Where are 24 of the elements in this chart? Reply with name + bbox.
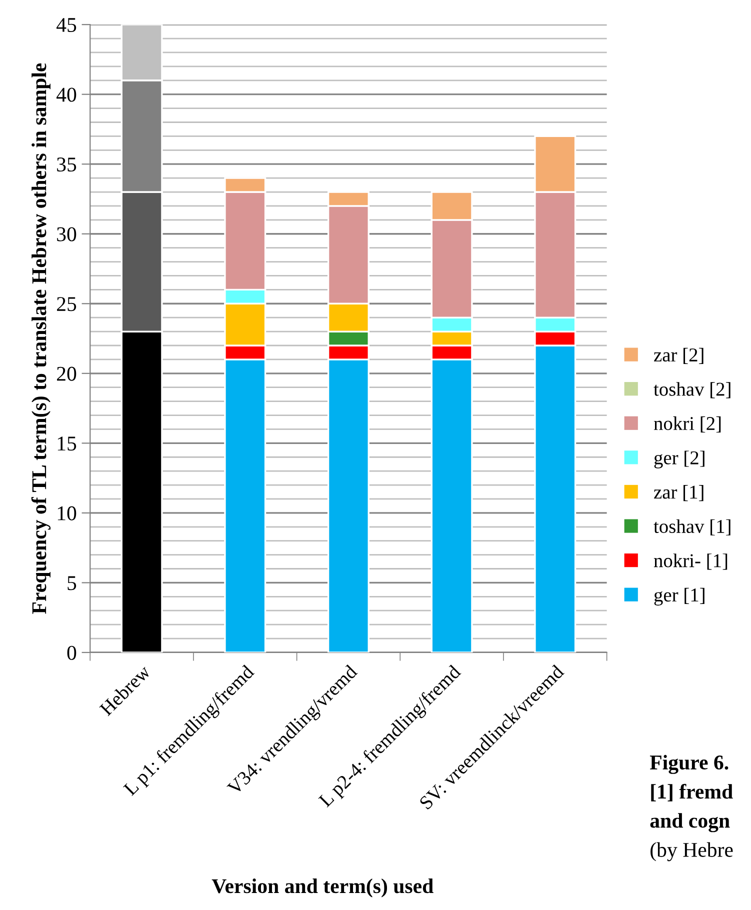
y-tick-label: 20 — [57, 366, 76, 381]
y-tick-label: 10 — [58, 506, 76, 520]
caption: Figure 6. — [650, 754, 728, 774]
legend-label: ger [2] — [654, 450, 704, 468]
legend-label: zar [1] — [654, 485, 704, 502]
y-tick-label: 0 — [67, 646, 76, 660]
y-tick-label: 30 — [57, 227, 76, 242]
legend-label: toshav [1] — [654, 519, 730, 536]
y-tick-label: 5 — [68, 576, 76, 590]
y-tick-label: 25 — [57, 297, 76, 312]
legend-label: zar [2] — [654, 348, 704, 364]
y-axis-title: Frequency of TL term(s) to translate Hebrew others in sample — [31, 63, 51, 614]
y-tick-label: 45 — [56, 18, 76, 32]
text: (by Hebre — [650, 842, 733, 862]
legend-label: nokri- [1] — [654, 554, 728, 570]
y-tick-label: 15 — [58, 436, 76, 451]
text: [1] fremd — [651, 784, 733, 802]
legend-label: ger [1] — [654, 588, 704, 606]
x-axis-title: Version and term(s) used — [212, 878, 434, 898]
y-tick-label: 40 — [56, 88, 76, 102]
y-tick-label: 35 — [57, 158, 76, 172]
legend-label: toshav [2] — [654, 382, 730, 398]
text: and cogn — [650, 813, 730, 832]
legend-label: nokri [2] — [654, 416, 721, 433]
